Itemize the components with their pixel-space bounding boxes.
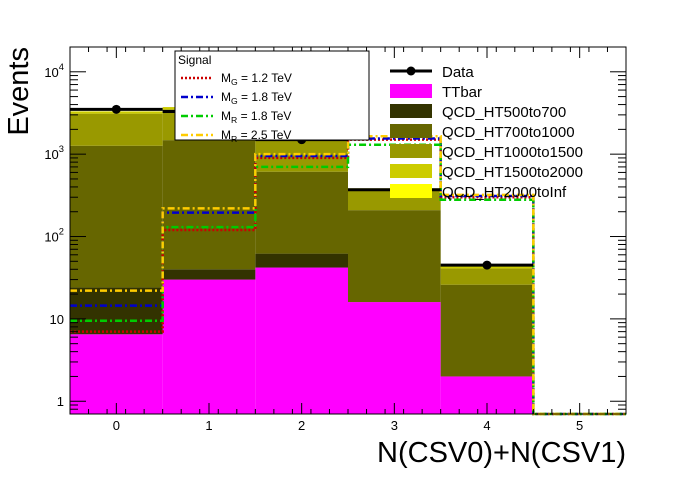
legend-swatch-4 [390,164,432,178]
legend-swatch-1 [390,104,432,118]
bar-qcd-ht700to1000-bin-2 [255,171,348,254]
signal-legend-label-0: MG = 1.2 TeV [221,71,292,87]
data-point-4 [482,260,492,270]
signal-legend-label-1: MG = 1.8 TeV [221,90,292,106]
legend-swatch-0 [390,84,432,98]
bar-ttbar-bin-2 [255,267,348,414]
signal-legend-title: Signal [178,53,211,67]
bar-qcd-ht1000to1500-bin-0 [70,113,163,146]
x-axis-label: N(CSV0)+N(CSV1) [377,437,626,469]
main-legend: Data TTbar QCD_HT500to700 QCD_HT700to1000 QC… [390,64,583,201]
legend-label-0: TTbar [442,84,482,101]
x-tick-label-4: 4 [483,418,490,433]
x-tick-label-5: 5 [576,418,583,433]
legend-label-2: QCD_HT700to1000 [442,124,575,141]
bar-qcd-ht700to1000-bin-3 [348,210,441,303]
legend-label-4: QCD_HT1500to2000 [442,164,583,181]
bar-ttbar-bin-1 [162,279,256,414]
bar-qcd-ht500to700-bin-1 [162,269,256,280]
legend-label-5: QCD_HT2000toInf [442,184,567,201]
bar-qcd-ht700to1000-bin-0 [70,145,163,288]
signal-line-3 [70,134,626,416]
y-tick-label-1: 10 [50,312,64,327]
legend-label-data: Data [442,64,474,81]
axes-layer: 0 1 2 3 4 5 1 10 102 103 104 [44,46,627,433]
y-tick-label-0: 1 [57,394,64,409]
legend-swatch-data-marker [406,66,416,76]
legend-label-3: QCD_HT1000to1500 [442,144,583,161]
bar-qcd-ht1000to1500-bin-4 [440,268,534,285]
signal-lines-layer [70,134,626,416]
bar-qcd-ht700to1000-bin-4 [440,284,534,377]
bar-ttbar-bin-3 [348,302,441,414]
legend-swatch-5 [390,184,432,198]
signal-legend-box [174,50,370,141]
legend-swatch-3 [390,144,432,158]
x-tick-label-0: 0 [113,418,120,433]
y-tick-label-2: 102 [44,227,64,245]
legend-swatch-2 [390,124,432,138]
y-tick-label-3: 103 [44,144,64,162]
signal-legend-label-2: MR = 1.8 TeV [221,109,291,125]
x-tick-label-1: 1 [205,418,212,433]
x-tick-label-3: 3 [391,418,398,433]
x-tick-label-2: 2 [298,418,305,433]
y-axis-label: Events [3,47,35,136]
data-point-0 [111,104,121,114]
bar-qcd-ht500to700-bin-2 [255,253,348,268]
bar-ttbar-bin-0 [70,334,163,414]
bar-qcd-ht500to700-bin-0 [70,287,163,335]
y-tick-label-4: 104 [44,62,64,80]
signal-legend: Signal MG = 1.2 TeV MG = 1.8 TeV MR = 1.8 T… [174,50,370,144]
signal-legend-label-3: MR = 2.5 TeV [221,128,291,144]
legend-label-1: QCD_HT500to700 [442,104,566,121]
bar-qcd-ht700to1000-bin-1 [162,140,256,270]
